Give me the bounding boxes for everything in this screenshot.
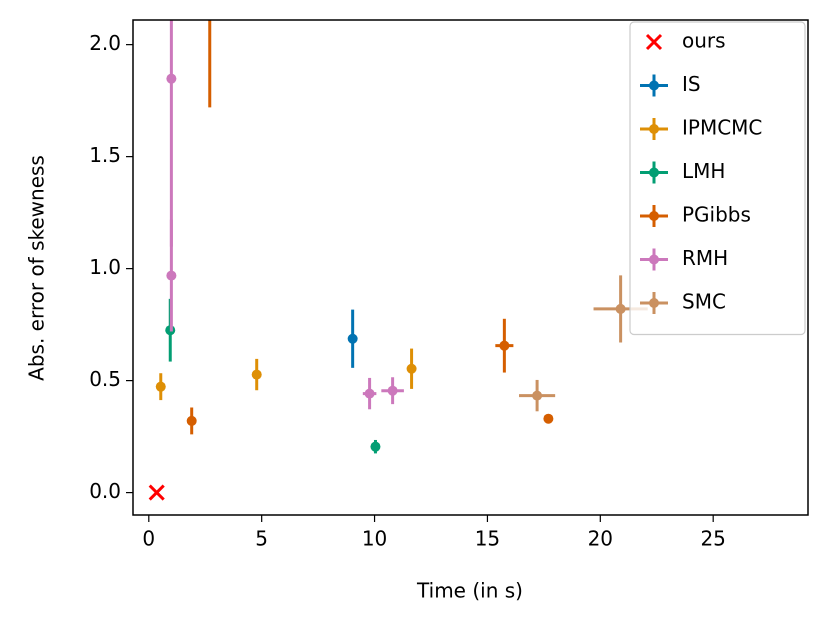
point (166, 270, 177, 281)
x-tick-label: 0 (142, 527, 155, 551)
x-marker (148, 484, 165, 501)
plot-area (148, 20, 648, 501)
legend-box (629, 21, 806, 336)
y-tick-label: 0.5 (89, 367, 121, 391)
point (166, 73, 177, 84)
legend-label: RMH (682, 246, 728, 270)
x-marker (645, 33, 663, 51)
point (615, 303, 626, 314)
legend-label: SMC (682, 290, 726, 314)
point (155, 381, 166, 392)
legend-swatch (649, 254, 659, 265)
point (364, 388, 375, 399)
y-axis-label: Abs. error of skewness (25, 155, 49, 381)
x-tick-label: 15 (475, 527, 500, 551)
point (186, 415, 197, 426)
x-tick-label: 5 (255, 527, 268, 551)
axes-frame (132, 19, 809, 516)
legend-label: IS (682, 72, 701, 96)
legend-swatch (649, 167, 659, 178)
point (406, 363, 417, 374)
point (499, 340, 510, 351)
point (387, 385, 398, 396)
legend: ours IS IPMCMC LMH PGibbs RMH SMC (629, 21, 806, 336)
legend-label: IPMCMC (682, 116, 762, 140)
y-tick-label: 1.0 (89, 255, 121, 279)
x-tick-label: 25 (700, 527, 725, 551)
point (251, 369, 262, 380)
legend-swatch (649, 80, 659, 91)
point (532, 390, 543, 401)
x-tick-label: 20 (588, 527, 613, 551)
legend-label: LMH (682, 159, 725, 183)
legend-swatch (649, 211, 659, 221)
y-tick-label: 2.0 (89, 31, 121, 55)
x-axis-label: Time (in s) (416, 579, 523, 603)
legend-label: ours (682, 29, 726, 53)
point (370, 441, 381, 452)
point (543, 413, 554, 424)
y-tick-label: 1.5 (89, 143, 121, 167)
legend-swatch (649, 298, 659, 308)
y-tick-label: 0.0 (89, 479, 121, 503)
legend-swatch (649, 124, 659, 134)
point (347, 333, 358, 344)
legend-label: PGibbs (682, 203, 751, 227)
x-tick-label: 10 (362, 527, 387, 551)
